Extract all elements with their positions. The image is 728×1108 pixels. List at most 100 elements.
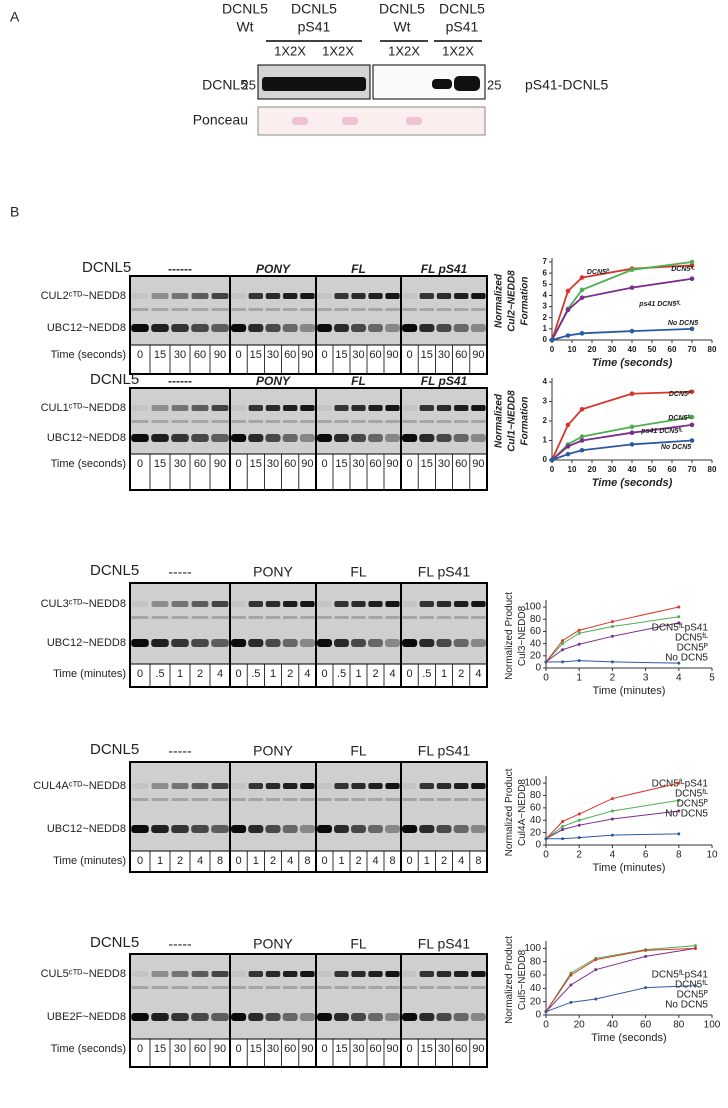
lane-label: 0 <box>407 1043 413 1055</box>
data-point <box>579 434 585 439</box>
lane-label: 0 <box>407 668 413 680</box>
lane-label: 15 <box>154 458 166 470</box>
data-point <box>577 642 581 646</box>
band <box>317 434 332 442</box>
data-point <box>644 954 648 958</box>
x-tick-label: 60 <box>668 465 677 474</box>
data-point <box>561 828 565 832</box>
lane-label: 30 <box>438 349 450 361</box>
band <box>470 639 486 647</box>
lane-label: 30 <box>438 458 450 470</box>
band <box>368 616 383 619</box>
band <box>385 986 400 989</box>
band <box>211 324 229 332</box>
protein-label: DCNL5 <box>82 259 131 276</box>
band <box>248 1013 264 1021</box>
lane-label: .5 <box>337 668 346 680</box>
x-tick-label: 70 <box>688 345 697 354</box>
y-axis-label: Normalized Product <box>504 592 515 680</box>
band <box>385 1013 400 1021</box>
band <box>151 434 169 442</box>
band <box>131 324 149 332</box>
y-tick-label: 5 <box>543 279 548 288</box>
group-label: ----- <box>168 564 192 580</box>
band <box>231 420 246 423</box>
lane-label: 1 <box>338 855 344 867</box>
data-point <box>677 621 681 625</box>
data-point <box>689 326 695 332</box>
band <box>299 1013 315 1021</box>
row-label: DCNL5 <box>202 77 248 93</box>
band <box>368 639 383 647</box>
x-tick-label: 20 <box>588 465 597 474</box>
band <box>471 308 486 311</box>
lane-label: 4 <box>287 855 293 867</box>
time-row <box>130 1039 487 1067</box>
x-tick-label: 5 <box>709 673 715 684</box>
group-label: FL <box>350 936 367 952</box>
x-tick-label: 10 <box>568 465 577 474</box>
band <box>351 639 366 647</box>
data-point <box>569 1000 573 1004</box>
lane-label: 60 <box>194 458 206 470</box>
band <box>402 639 418 647</box>
band <box>385 616 400 619</box>
x-tick-label: 2 <box>610 673 616 684</box>
band <box>317 783 332 789</box>
band <box>470 1013 486 1021</box>
data-point <box>565 444 571 449</box>
band-label: CUL1ᶜᵀᴰ~NEDD8 <box>41 402 126 414</box>
lane-label: 90 <box>386 349 398 361</box>
band <box>248 639 264 647</box>
band <box>402 971 417 977</box>
lane-label: 60 <box>194 1043 206 1055</box>
band <box>171 986 189 989</box>
band <box>334 308 349 311</box>
band <box>151 405 169 411</box>
gel-section <box>400 387 488 491</box>
band <box>385 308 400 311</box>
band <box>171 639 189 647</box>
data-point <box>577 628 581 632</box>
band <box>131 434 149 442</box>
lane-header: DCNL5 <box>379 1 425 17</box>
band <box>265 324 281 332</box>
data-point <box>565 333 571 338</box>
panel-label: B <box>10 204 19 220</box>
band <box>248 293 264 299</box>
y-tick-label: 0 <box>543 335 548 344</box>
band <box>385 783 400 789</box>
data-point <box>677 832 681 836</box>
band <box>368 783 383 789</box>
band <box>131 601 149 607</box>
band <box>471 783 486 789</box>
x-tick-label: 3 <box>643 673 649 684</box>
lane-header: pS41 <box>298 19 331 35</box>
band <box>211 405 229 411</box>
gel-background <box>130 762 487 851</box>
band <box>368 825 383 833</box>
band <box>299 324 315 332</box>
lane-label: 0 <box>137 668 143 680</box>
band <box>231 986 246 989</box>
data-point <box>577 812 581 816</box>
protein-label: DCNL5 <box>90 371 139 388</box>
band <box>317 971 332 977</box>
group-label: PONY <box>256 262 291 276</box>
lane-label: 4 <box>475 668 481 680</box>
lane-label: 0 <box>236 855 242 867</box>
x-tick-label: 20 <box>588 345 597 354</box>
data-point <box>544 837 548 841</box>
band <box>300 783 315 789</box>
band <box>262 77 366 91</box>
band <box>317 825 332 833</box>
legend-label: No DCN5 <box>661 444 691 451</box>
data-point <box>689 438 695 443</box>
lane-label: 30 <box>267 458 279 470</box>
row-label: pS41-DCNL5 <box>525 77 608 93</box>
band <box>191 986 209 989</box>
lane-label: 2 <box>372 668 378 680</box>
band <box>131 971 149 977</box>
lane-label: 0 <box>321 855 327 867</box>
band <box>131 616 149 619</box>
